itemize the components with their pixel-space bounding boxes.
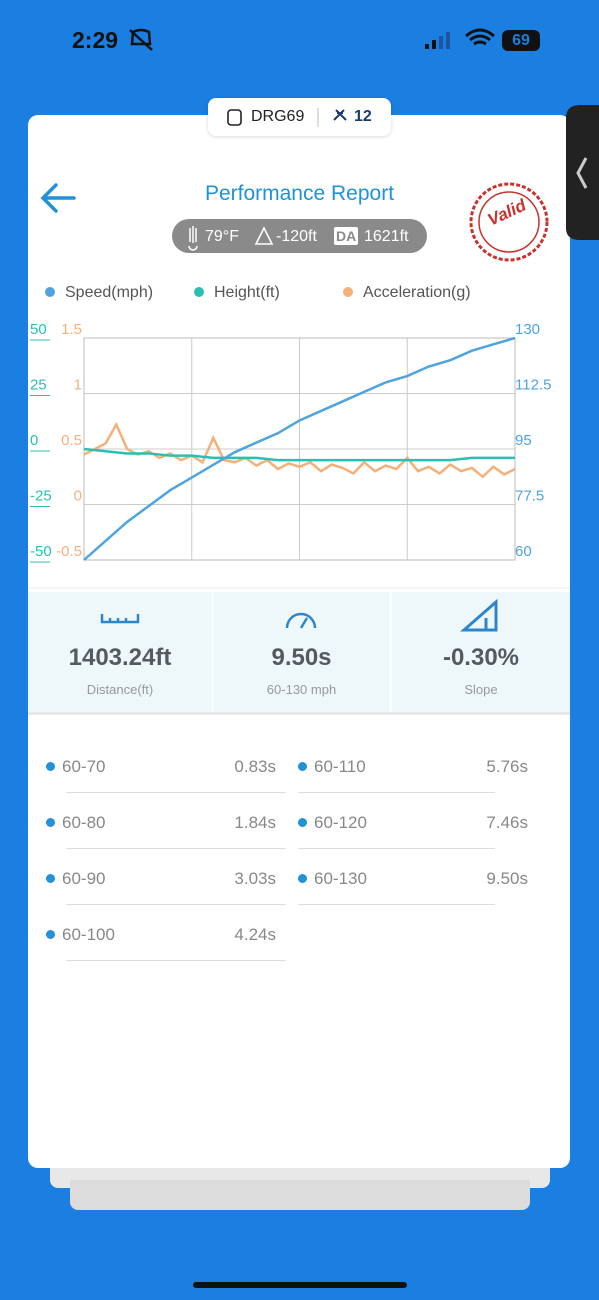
y2-tick-label: 130 xyxy=(515,321,540,338)
stat-value: 9.50s xyxy=(271,644,332,671)
stat-label: Distance(ft) xyxy=(86,682,154,697)
split-range: 60-120 xyxy=(314,813,367,832)
split-dot xyxy=(46,818,55,827)
y2-tick-label: 95 xyxy=(515,432,532,449)
split-rule xyxy=(66,848,286,849)
split-dot xyxy=(298,874,307,883)
split-time: 4.24s xyxy=(234,925,276,944)
series-line xyxy=(83,447,515,462)
stamp-ring xyxy=(478,191,540,253)
split-rule xyxy=(66,904,286,905)
split-time: 0.83s xyxy=(234,757,276,776)
split-time: 9.50s xyxy=(486,869,528,888)
series-line xyxy=(83,336,516,561)
split-rule xyxy=(66,960,286,961)
density-altitude: 1621ft xyxy=(364,228,409,245)
chart: -50 -25 0 25 50 -0.5 0 0.5 1 1.5 60 77.5 95 112.5 130 S… xyxy=(30,284,551,563)
conditions-pill xyxy=(172,219,427,253)
split-dot xyxy=(46,874,55,883)
split-range: 60-70 xyxy=(62,757,106,776)
chart-layer: -50 -25 0 25 50 -0.5 0 0.5 1 1.5 60 77.5 95 112.5 130 S… xyxy=(28,28,599,589)
split-range: 60-80 xyxy=(62,813,106,832)
split-range: 60-100 xyxy=(62,925,115,944)
home-indicator xyxy=(193,1282,407,1288)
y2-tick-label: 77.5 xyxy=(515,487,544,504)
y-tick-label: 0 xyxy=(30,432,38,449)
split-time: 1.84s xyxy=(234,813,276,832)
altitude-icon xyxy=(254,226,274,245)
split-dot xyxy=(46,762,55,771)
split-rule xyxy=(298,848,495,849)
side-tab-icon xyxy=(576,157,588,189)
stat-icons xyxy=(100,598,498,632)
split-dot xyxy=(46,930,55,939)
legend-label: Acceleration(g) xyxy=(363,284,471,301)
y-tick-label: 50 xyxy=(30,321,47,338)
y-tick-label: -50 xyxy=(30,543,52,560)
legend-swatch xyxy=(45,287,55,297)
y3-tick-label: -0.5 xyxy=(56,543,82,560)
y3-tick-label: 0.5 xyxy=(61,432,82,449)
title: Performance Report xyxy=(204,182,395,205)
device-count: 12 xyxy=(354,108,372,125)
y3-tick-label: 1.5 xyxy=(61,321,82,338)
split-time: 5.76s xyxy=(486,757,528,776)
stat-icon xyxy=(285,612,317,629)
split-time: 3.03s xyxy=(234,869,276,888)
altitude: -120ft xyxy=(276,228,317,245)
y2-tick-label: 112.5 xyxy=(515,376,551,393)
stat-card: 9.50s 60-130 mph xyxy=(213,592,390,712)
stat-label: Slope xyxy=(464,682,498,697)
stat-label: 60-130 mph xyxy=(266,682,337,697)
device-name: DRG69 xyxy=(251,108,305,125)
stat-card: -0.30% Slope xyxy=(392,592,570,712)
legend-label: Height(ft) xyxy=(214,284,280,301)
stat-card: 1403.24ft Distance(ft) xyxy=(28,592,212,712)
temperature: 79°F xyxy=(205,228,239,245)
y2-tick-label: 60 xyxy=(515,543,532,560)
count-icon xyxy=(333,109,347,121)
stat-icon xyxy=(460,598,498,632)
y-tick-label: 25 xyxy=(30,376,47,393)
stat-value: 1403.24ft xyxy=(68,644,172,671)
y3-tick-label: 0 xyxy=(74,487,82,504)
device-icon xyxy=(227,109,242,126)
stat-icon xyxy=(100,614,140,624)
side-tab[interactable] xyxy=(566,105,599,240)
split-rule xyxy=(298,904,495,905)
legend-swatch xyxy=(343,287,353,297)
series-line xyxy=(83,421,516,479)
battery: 69 xyxy=(502,30,540,51)
device-pill[interactable] xyxy=(208,98,391,136)
thermometer-icon xyxy=(188,226,198,251)
stamp xyxy=(469,182,549,262)
split-dot xyxy=(298,818,307,827)
back-button[interactable] xyxy=(40,183,76,213)
card-shadow xyxy=(70,1180,530,1210)
legend-label: Speed(mph) xyxy=(65,284,153,301)
split-range: 60-90 xyxy=(62,869,106,888)
split-time: 7.46s xyxy=(486,813,528,832)
legend-swatch xyxy=(194,287,204,297)
split-range: 60-110 xyxy=(314,757,366,776)
y-tick-label: -25 xyxy=(30,487,52,504)
status-icons xyxy=(129,28,495,51)
split-rule xyxy=(66,792,286,793)
time: 2:29 xyxy=(72,27,119,53)
divider xyxy=(28,712,570,715)
y3-tick-label: 1 xyxy=(74,376,82,393)
stat-value: -0.30% xyxy=(442,644,520,671)
split-dot xyxy=(298,762,307,771)
da-label: DA xyxy=(334,227,359,245)
split-range: 60-130 xyxy=(314,869,367,888)
split-rule xyxy=(298,792,495,793)
